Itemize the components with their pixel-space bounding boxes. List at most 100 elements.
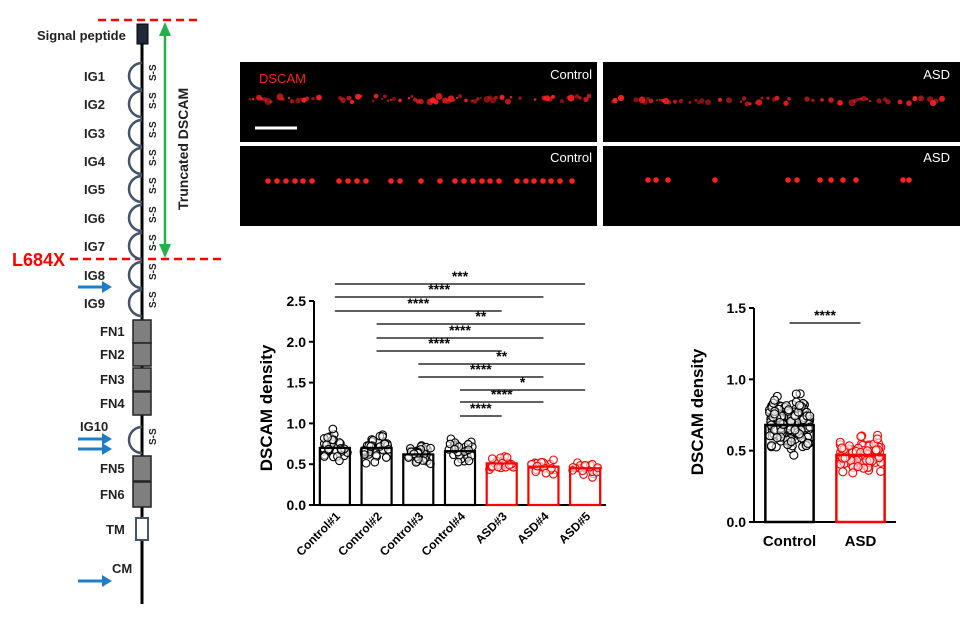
dscam-punctum bbox=[452, 178, 458, 184]
dscam-punctum bbox=[386, 99, 390, 103]
y-tick-label: 2.5 bbox=[287, 293, 307, 309]
bar bbox=[764, 423, 815, 524]
dscam-punctum bbox=[820, 98, 824, 102]
dscam-punctum bbox=[646, 96, 650, 101]
dscam-punctum bbox=[559, 99, 565, 104]
disulfide-label: S-S bbox=[148, 206, 159, 223]
ig-domain-loop bbox=[127, 174, 143, 204]
ig-domain-label: IG6 bbox=[84, 211, 105, 226]
dscam-punctum bbox=[487, 178, 493, 184]
bar bbox=[443, 450, 477, 507]
data-point bbox=[324, 444, 333, 454]
dscam-punctum bbox=[383, 94, 387, 99]
dscam-punctum bbox=[248, 98, 252, 101]
dscam-punctum bbox=[336, 178, 342, 184]
data-point bbox=[770, 409, 780, 419]
data-point bbox=[464, 456, 474, 466]
significance-label: **** bbox=[491, 386, 513, 402]
dscam-punctum bbox=[479, 96, 483, 100]
fn-domain-box bbox=[132, 342, 152, 367]
dscam-punctum bbox=[900, 177, 906, 183]
dscam-punctum bbox=[865, 97, 869, 101]
x-tick-label: Control#1 bbox=[293, 509, 343, 559]
dscam-punctum bbox=[876, 98, 882, 104]
data-point bbox=[766, 441, 777, 451]
dscam-punctum bbox=[699, 98, 705, 104]
disulfide-label: S-S bbox=[148, 64, 159, 81]
dscam-punctum bbox=[856, 97, 860, 102]
dscam-punctum bbox=[410, 94, 414, 98]
dscam-punctum bbox=[499, 94, 505, 100]
ig-domains: S-S IG1 S-S IG2 S-S IG3 S-S IG4 S-S IG5 S-S IG6 S-S I… bbox=[80, 61, 159, 455]
dscam-punctum bbox=[804, 96, 810, 102]
y-tick-label: 1.0 bbox=[287, 415, 307, 431]
truncated-arrow-head-top bbox=[159, 22, 171, 36]
ig-domain-loop bbox=[127, 260, 143, 290]
significance-label: **** bbox=[449, 322, 471, 338]
micrograph-panels: DSCAM Control ASD Control ASD bbox=[240, 62, 960, 226]
signal-peptide-label: Signal peptide bbox=[37, 28, 126, 43]
dscam-punctum bbox=[398, 98, 402, 103]
x-tick-label: Control bbox=[763, 533, 816, 550]
y-tick-label: 0.0 bbox=[287, 497, 307, 513]
dscam-punctum bbox=[316, 94, 322, 101]
disulfide-label: S-S bbox=[148, 92, 159, 109]
dscam-punctum bbox=[274, 178, 280, 184]
dscam-punctum bbox=[744, 101, 750, 107]
dscam-punctum bbox=[828, 177, 834, 183]
panel-label-asd-2: ASD bbox=[923, 150, 950, 165]
dscam-punctum bbox=[295, 97, 301, 104]
dscam-punctum bbox=[868, 99, 872, 103]
dscam-punctum bbox=[586, 93, 592, 99]
dscam-punctum bbox=[435, 93, 443, 100]
data-point bbox=[361, 458, 371, 468]
data-point bbox=[862, 446, 872, 456]
dscam-punctum bbox=[518, 96, 522, 100]
significance-label: **** bbox=[428, 281, 450, 297]
dscam-punctum bbox=[345, 178, 351, 184]
bar bbox=[318, 446, 351, 507]
dscam-punctum bbox=[514, 178, 520, 184]
signal-peptide-box bbox=[136, 23, 149, 45]
data-point bbox=[790, 425, 800, 435]
ig10-loop bbox=[127, 425, 143, 455]
dscam-punctum bbox=[726, 97, 732, 104]
dscam-punctum bbox=[755, 99, 763, 106]
fn-domain-box bbox=[132, 481, 152, 508]
dscam-punctum bbox=[260, 97, 264, 101]
data-point bbox=[464, 445, 473, 455]
data-point bbox=[837, 443, 847, 453]
data-point bbox=[853, 461, 863, 472]
dscam-punctum bbox=[645, 177, 651, 183]
data-point bbox=[328, 424, 338, 434]
data-point bbox=[335, 456, 344, 466]
dscam-punctum bbox=[766, 96, 770, 100]
bar bbox=[527, 465, 560, 507]
data-point bbox=[323, 433, 332, 442]
x-tick-label: ASD#4 bbox=[514, 509, 551, 546]
dscam-punctum bbox=[712, 177, 718, 183]
dscam-punctum bbox=[251, 97, 255, 101]
dscam-punctum bbox=[574, 94, 580, 99]
dscam-punctum bbox=[918, 95, 924, 102]
data-point bbox=[453, 457, 463, 467]
dscam-punctum bbox=[455, 96, 459, 99]
ig-domain-label: IG4 bbox=[84, 154, 106, 169]
ig-domain-label: IG7 bbox=[84, 239, 105, 254]
arrow-ig10-a bbox=[78, 433, 112, 445]
dscam-punctum bbox=[817, 177, 823, 183]
ig10-label: IG10 bbox=[80, 419, 108, 434]
significance-label: **** bbox=[470, 361, 492, 377]
dscam-punctum bbox=[885, 99, 891, 105]
dscam-punctum bbox=[548, 178, 554, 184]
data-point bbox=[848, 468, 858, 478]
dscam-punctum bbox=[718, 97, 722, 102]
data-point bbox=[872, 434, 882, 444]
ig-domain-loop bbox=[127, 203, 143, 233]
cm-label: CM bbox=[112, 561, 132, 576]
tm-box bbox=[135, 517, 149, 541]
disulfide-label: S-S bbox=[148, 428, 159, 445]
x-tick-label: ASD bbox=[845, 533, 877, 550]
significance-label: ** bbox=[496, 348, 507, 364]
significance-label: * bbox=[520, 374, 526, 390]
